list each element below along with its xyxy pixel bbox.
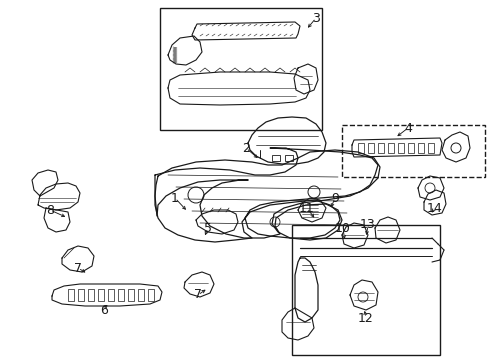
Bar: [367, 143, 373, 153]
Text: 2: 2: [242, 141, 249, 154]
Text: 8: 8: [46, 203, 54, 216]
Bar: [148, 289, 154, 301]
Text: 7: 7: [194, 288, 202, 302]
Bar: [68, 289, 74, 301]
Text: 11: 11: [299, 202, 314, 215]
Text: 6: 6: [100, 303, 108, 316]
Text: 13: 13: [359, 219, 375, 231]
Bar: [407, 143, 413, 153]
Bar: [357, 143, 363, 153]
Bar: [128, 289, 134, 301]
Bar: [285, 155, 292, 161]
Bar: [271, 155, 280, 161]
Text: 7: 7: [74, 261, 82, 274]
Bar: [118, 289, 124, 301]
Bar: [160, 8, 321, 130]
Text: 4: 4: [403, 122, 411, 135]
Text: 1: 1: [171, 192, 179, 204]
Text: 12: 12: [357, 311, 373, 324]
Bar: [417, 143, 423, 153]
Bar: [341, 125, 484, 177]
Text: 14: 14: [426, 202, 442, 215]
Bar: [387, 143, 393, 153]
Bar: [291, 225, 439, 355]
Bar: [88, 289, 94, 301]
Bar: [108, 289, 114, 301]
Bar: [377, 143, 383, 153]
Text: 5: 5: [203, 221, 212, 234]
Text: 10: 10: [334, 221, 350, 234]
Bar: [427, 143, 433, 153]
Bar: [138, 289, 143, 301]
Text: 9: 9: [330, 192, 338, 204]
Text: 3: 3: [311, 12, 319, 24]
Bar: [78, 289, 84, 301]
Bar: [98, 289, 104, 301]
Bar: [397, 143, 403, 153]
